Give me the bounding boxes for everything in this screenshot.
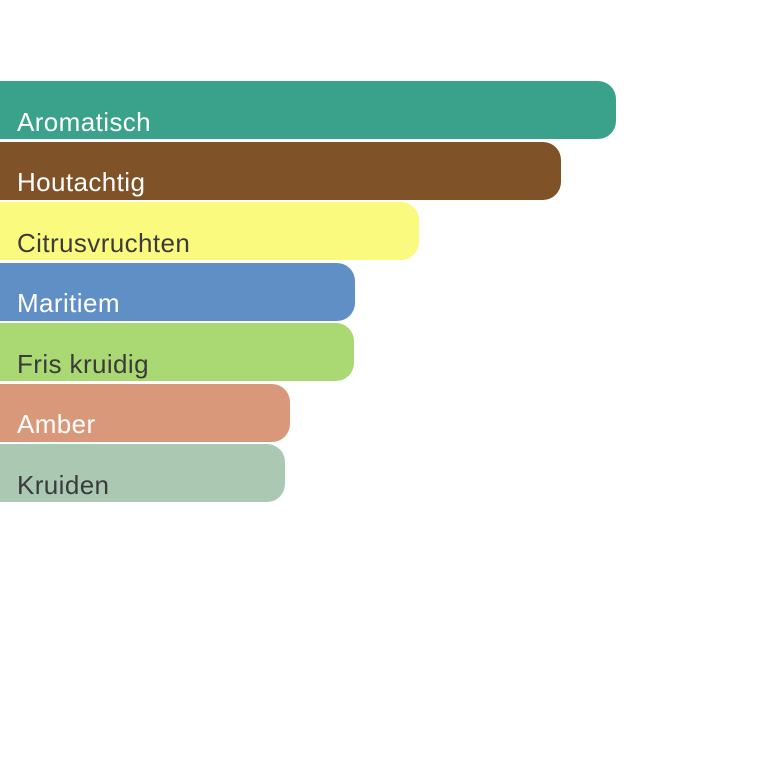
bar-houtachtig: Houtachtig	[0, 141, 561, 200]
bar-label: Maritiem	[17, 288, 120, 319]
bar-label: Aromatisch	[17, 106, 152, 137]
bar-fris-kruidig: Fris kruidig	[0, 323, 354, 381]
bar-citrusvruchten: Citrusvruchten	[0, 202, 419, 260]
bar-label: Fris kruidig	[17, 348, 149, 379]
bar-label: Amber	[17, 409, 96, 440]
bar-label: Kruiden	[17, 469, 110, 500]
bar-group: Aromatisch Houtachtig Citrusvruchten Mariti…	[0, 81, 616, 502]
bar-aromatisch: Aromatisch	[0, 81, 616, 139]
bar-kruiden: Kruiden	[0, 444, 285, 502]
bar-maritiem: Maritiem	[0, 262, 355, 321]
bar-label: Houtachtig	[17, 167, 146, 198]
bar-amber: Amber	[0, 383, 290, 442]
bar-label: Citrusvruchten	[17, 227, 191, 258]
